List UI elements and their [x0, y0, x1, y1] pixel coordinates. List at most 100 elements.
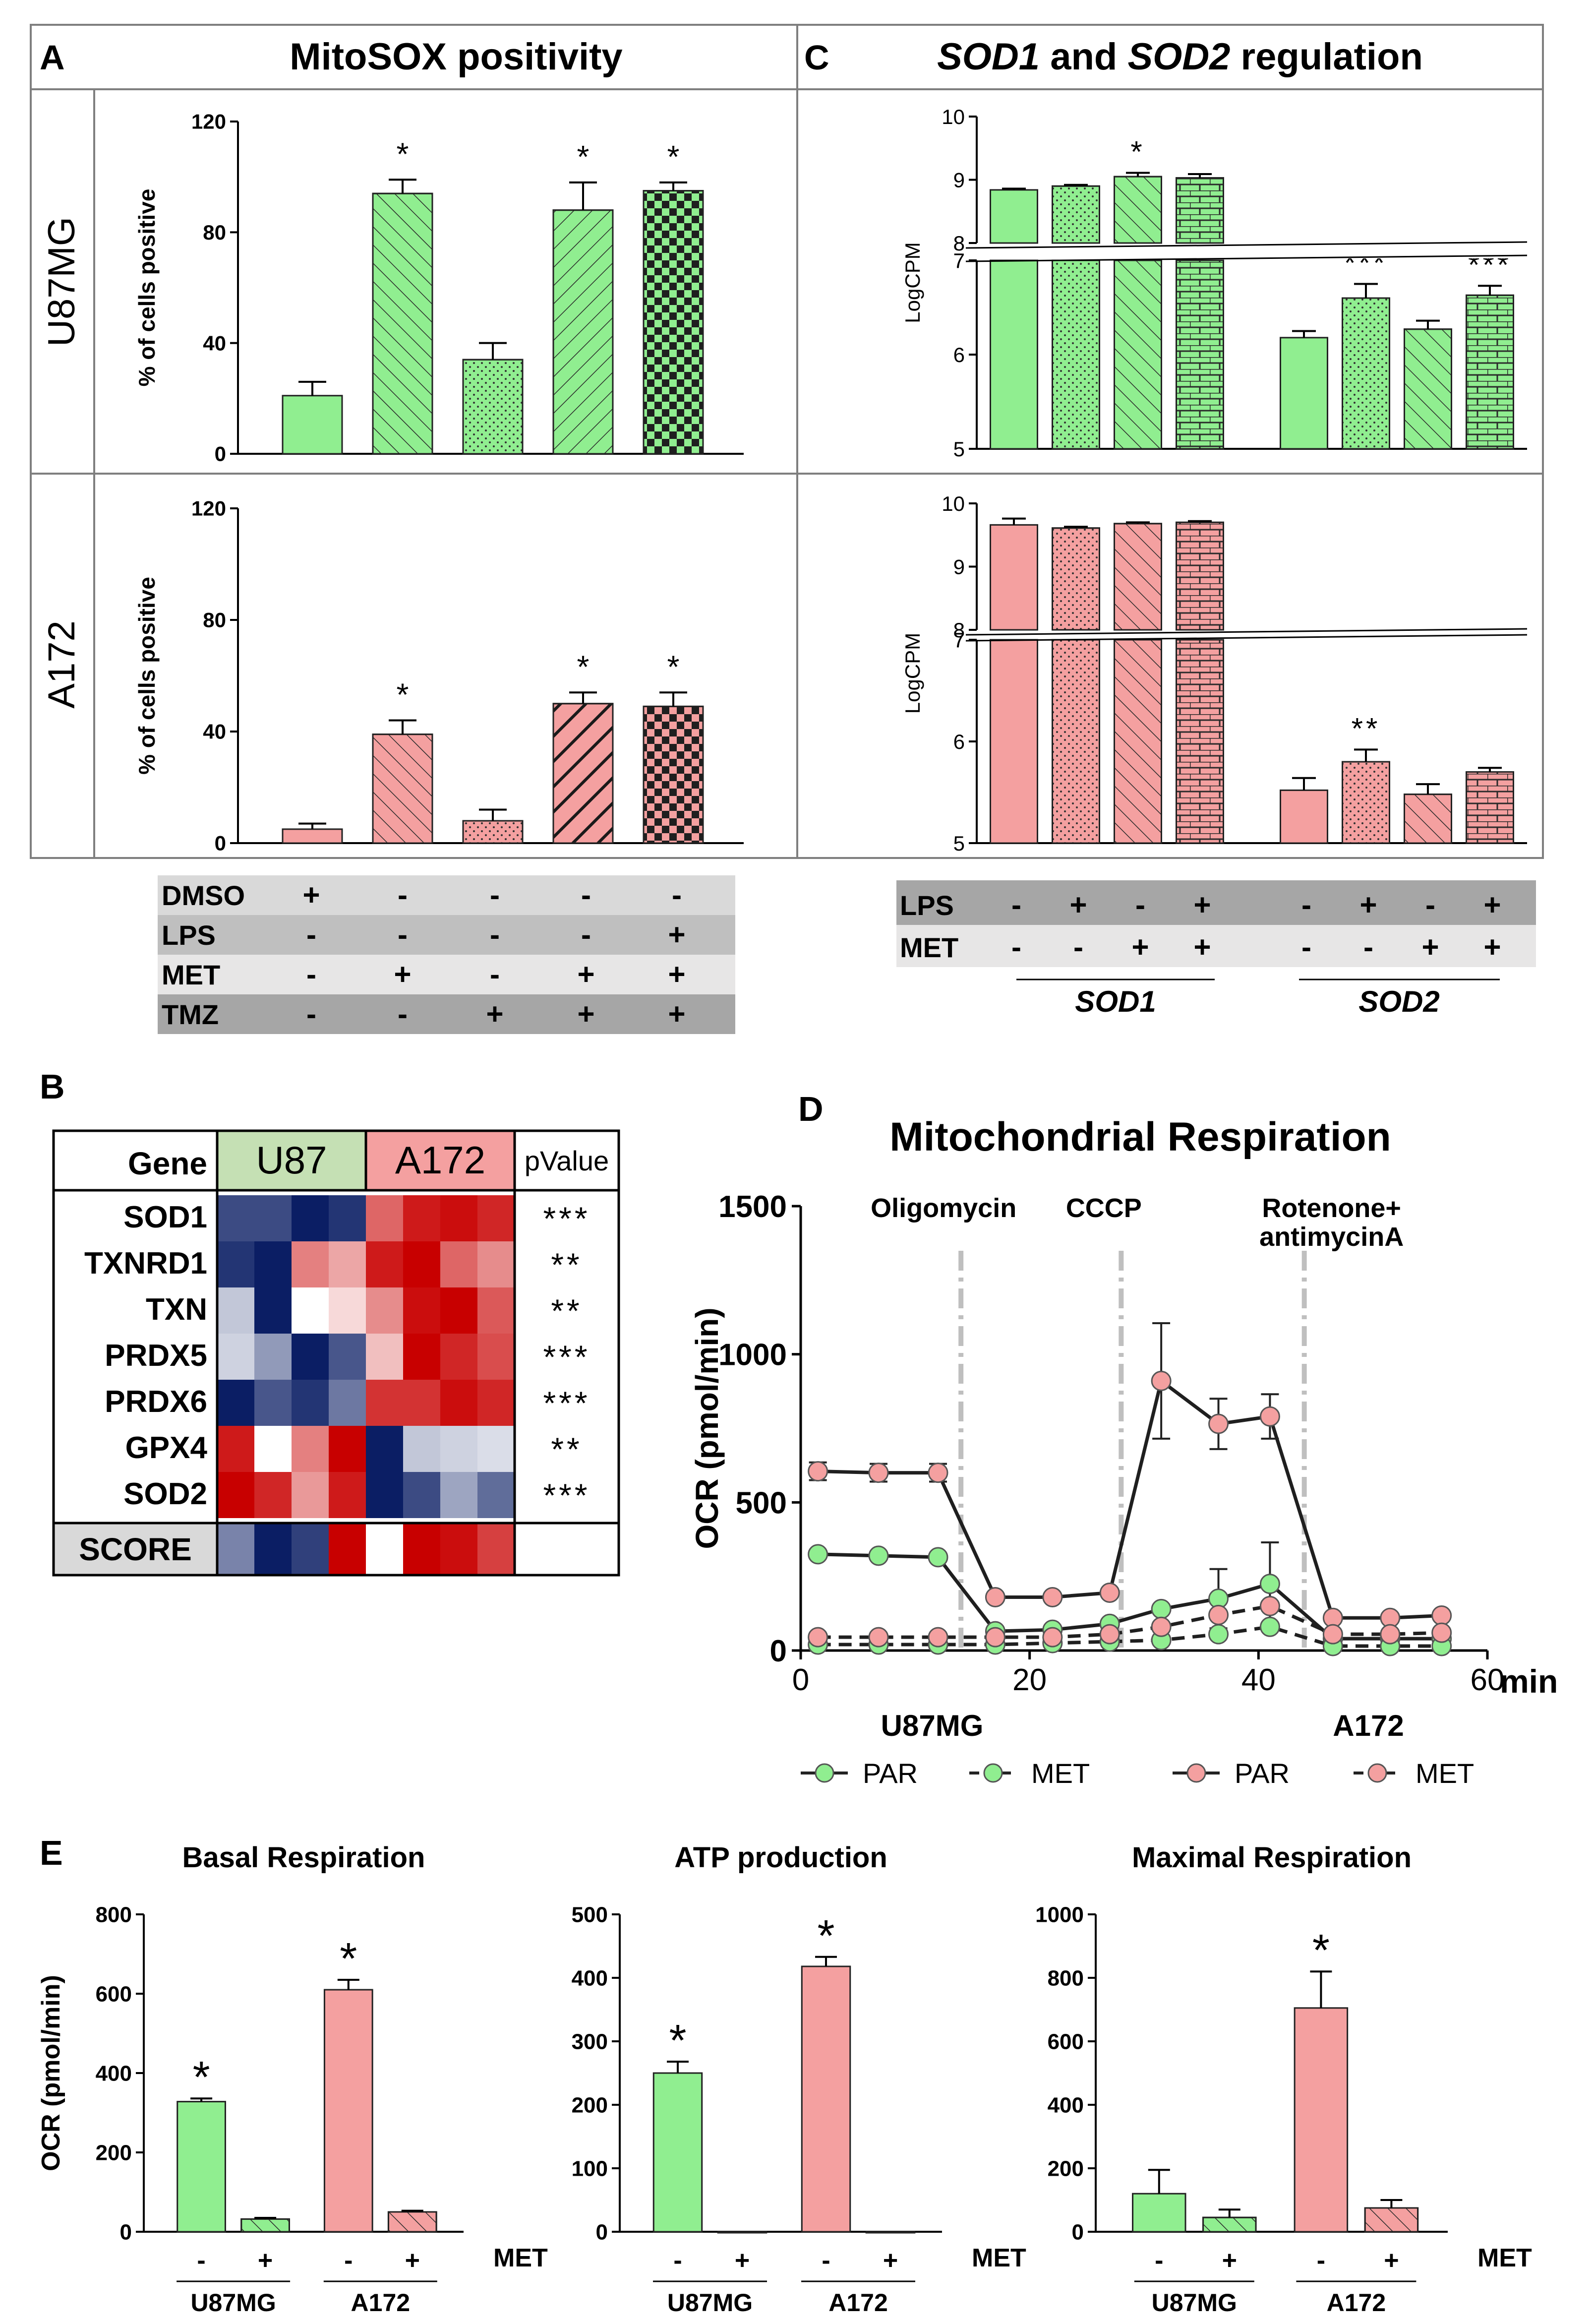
c-bar-upper-pattern [1114, 176, 1162, 244]
d-x-tick-label: 20 [1012, 1663, 1047, 1697]
panel-c-title-sod2: SOD2 [1127, 36, 1230, 78]
table-a-sign: - [306, 958, 316, 991]
e-7-y-tick-label: 600 [1048, 2029, 1084, 2054]
heatmap-cell [329, 1426, 366, 1472]
heatmap-cell [440, 1334, 477, 1380]
heatmap-cell [403, 1380, 440, 1426]
d-x-tick-label: 0 [792, 1663, 809, 1697]
heatmap-gene-label: SOD2 [123, 1477, 207, 1511]
e-bar-pattern [1364, 2207, 1419, 2233]
table-c-sign: - [1301, 888, 1311, 921]
c-bar-pattern [1342, 297, 1390, 450]
heatmap-gene-label: PRDX5 [105, 1339, 207, 1373]
e-5-y-tick-label: 600 [96, 1982, 132, 2006]
c-bar-lower [990, 259, 1038, 450]
heatmap-cell [292, 1426, 329, 1472]
d-point [1259, 1574, 1280, 1594]
d-legend-marker [983, 1763, 1003, 1783]
c-y-tick-label: 9 [953, 169, 965, 192]
d-injection-label: antimycinA [1259, 1222, 1404, 1252]
heatmap-cell [440, 1195, 477, 1241]
panel-d-letter: D [798, 1090, 824, 1128]
e-sign-label: - [673, 2246, 682, 2275]
e-6-y-tick-label: 500 [572, 1902, 608, 1927]
e-bar-pattern [387, 2211, 437, 2233]
heatmap-score-cell [403, 1523, 440, 1575]
panel-ac-frame [30, 24, 1544, 859]
e-sign-label: - [344, 2246, 353, 2275]
c-axis-break-mark [965, 254, 1528, 262]
table-c-sign: - [1011, 930, 1021, 964]
d-point [1208, 1624, 1229, 1645]
heatmap-cell [403, 1195, 440, 1241]
e-y-label: OCR (pmol/min) [37, 1975, 65, 2171]
d-point [985, 1587, 1005, 1607]
c-y-tick-label: 7 [953, 249, 965, 272]
c-bar-lower-pattern [1114, 259, 1162, 450]
e-bar [1294, 2007, 1349, 2233]
e-5-y-tick-label: 0 [120, 2220, 132, 2244]
heatmap-pvalue: *** [543, 1200, 590, 1237]
table-a-row-bg [158, 955, 735, 994]
table-a-row-bg [158, 994, 735, 1034]
row-label-a172: A172 [41, 620, 83, 709]
d-point [1259, 1616, 1280, 1637]
e-sign-label: - [197, 2246, 205, 2275]
heatmap-cell [403, 1472, 440, 1518]
heatmap-score-cell [217, 1523, 254, 1575]
e-title: Maximal Respiration [1132, 1841, 1412, 1874]
heatmap-header-pvalue: pValue [525, 1145, 609, 1176]
e-significance: * [669, 2016, 686, 2066]
heatmap-header-u87-bg [217, 1131, 366, 1190]
d-y-tick-label: 1000 [718, 1338, 787, 1372]
heatmap-cell [440, 1380, 477, 1426]
heatmap-cell [292, 1472, 329, 1518]
a-0-y-tick-label: 0 [215, 442, 226, 466]
table-a-sign: + [668, 918, 685, 951]
e-sign-label: + [405, 2246, 420, 2275]
d-injection-label: Rotenone+ [1262, 1193, 1401, 1223]
a-0-y-tick-label: 120 [191, 110, 226, 133]
heatmap-cell [254, 1287, 292, 1334]
table-a-sign: - [672, 878, 682, 912]
heatmap-cell [292, 1241, 329, 1287]
heatmap-cell [217, 1472, 254, 1518]
table-a-sign: - [490, 918, 500, 951]
e-significance: * [1312, 1926, 1330, 1975]
d-legend-label: PAR [1235, 1758, 1290, 1789]
table-a-sign: + [577, 958, 594, 991]
a-bar-pattern [372, 192, 433, 455]
chart-e-basal: Basal Respiration 0 200 400 600 800 OCR (pmol/… [37, 1841, 548, 2317]
d-title: Mitochondrial Respiration [889, 1114, 1391, 1160]
e-6-y-tick-label: 400 [572, 1966, 608, 1990]
table-c-row-label: LPS [900, 890, 954, 921]
row-label-u87mg: U87MG [41, 217, 83, 347]
heatmap-cell [329, 1241, 366, 1287]
d-point [808, 1461, 828, 1482]
d-point [1151, 1598, 1172, 1619]
c-y-label: LogCPM [901, 633, 924, 714]
c-axis-break-gap [962, 632, 1532, 638]
panel-c-letter: C [804, 38, 829, 77]
c-y-tick-label: 5 [953, 832, 965, 855]
heatmap-cell [440, 1472, 477, 1518]
heatmap-score-label: SCORE [79, 1531, 192, 1567]
c-bar-pattern [1466, 771, 1514, 844]
table-c-sign: + [1359, 888, 1377, 921]
c-y-tick-label: 10 [942, 492, 965, 515]
table-a-row-bg [158, 915, 735, 955]
e-bar [323, 1989, 373, 2233]
panel-e-letter: E [40, 1834, 63, 1872]
e-6-y-tick-label: 300 [572, 2029, 608, 2054]
heatmap-pvalue: *** [543, 1477, 590, 1514]
heatmap-cell [366, 1334, 403, 1380]
heatmap-cell [329, 1334, 366, 1380]
e-bar [177, 2101, 226, 2233]
table-a-sign: + [394, 958, 411, 991]
c-bar-upper [990, 524, 1038, 631]
heatmap-score-cell [477, 1523, 515, 1575]
c-y-tick-label: 8 [953, 232, 965, 255]
d-point [985, 1627, 1005, 1648]
e-7-y-tick-label: 1000 [1035, 1902, 1084, 1927]
e-significance: * [340, 1934, 357, 1984]
